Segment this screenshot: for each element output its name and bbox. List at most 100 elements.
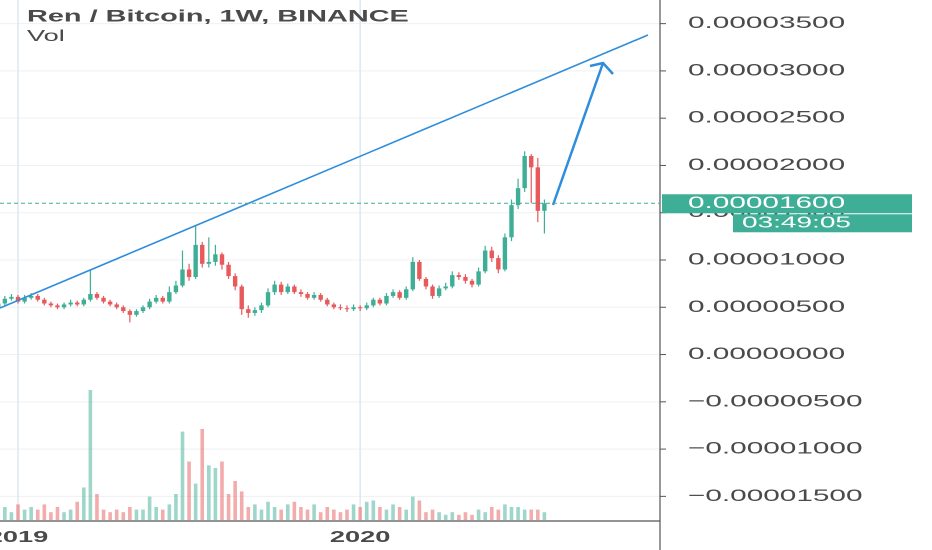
candle-body xyxy=(535,167,541,211)
volume-bar xyxy=(411,496,415,520)
volume-bar xyxy=(233,481,237,520)
candle-body xyxy=(305,294,310,298)
y-tick-label: 0.00002500 xyxy=(688,108,845,127)
volume-bar xyxy=(430,509,435,520)
candle-body xyxy=(81,299,86,305)
volume-bar xyxy=(476,509,481,520)
volume-bar xyxy=(246,507,251,520)
volume-bar xyxy=(358,507,362,520)
candle-body xyxy=(542,203,547,211)
volume-bar xyxy=(42,504,47,520)
candle-body xyxy=(252,310,258,313)
candle-body xyxy=(2,298,8,304)
candle-layer xyxy=(0,151,547,323)
candle-body xyxy=(390,292,396,296)
candle-body xyxy=(364,305,369,309)
volume-bar xyxy=(180,431,185,520)
candle-body xyxy=(68,302,73,305)
candle-body xyxy=(114,304,119,308)
volume-bar xyxy=(207,465,211,520)
volume-bar xyxy=(397,507,402,520)
candle-body xyxy=(344,308,350,310)
candle-body xyxy=(298,292,304,295)
candle-body xyxy=(311,294,317,298)
candle-body xyxy=(246,309,251,313)
volume-bar xyxy=(200,429,205,520)
volume-bar xyxy=(154,507,158,520)
candle-body xyxy=(529,156,534,168)
volume-bar xyxy=(305,509,310,520)
volume-bar xyxy=(522,509,527,520)
candle-body xyxy=(502,237,508,270)
candle-body xyxy=(469,280,475,285)
candle-body xyxy=(173,285,179,293)
volume-bar xyxy=(325,507,330,520)
candle-body xyxy=(496,258,501,270)
candle-body xyxy=(147,301,152,308)
candle-body xyxy=(515,188,521,206)
trend-line xyxy=(0,34,649,309)
candle-body xyxy=(206,261,212,264)
candle-body xyxy=(15,296,21,302)
volume-bar xyxy=(312,504,316,520)
volume-bar xyxy=(16,504,20,520)
candle-body xyxy=(259,305,264,311)
candle-body xyxy=(482,250,488,272)
volume-bar xyxy=(49,512,53,520)
volume-bar xyxy=(463,512,468,520)
y-tick-label: 0.00000500 xyxy=(688,297,845,316)
volume-bar xyxy=(285,504,290,520)
volume-bar xyxy=(536,509,540,520)
price-label: 0.00001600 xyxy=(688,193,845,212)
candle-body xyxy=(265,292,271,306)
y-tick-label: −0.00000500 xyxy=(688,392,862,411)
volume-bar xyxy=(542,512,547,520)
volume-bar xyxy=(272,507,277,520)
volume-bar xyxy=(318,512,323,520)
candle-body xyxy=(423,278,429,287)
candle-body xyxy=(42,299,47,304)
volume-bar xyxy=(509,507,514,520)
candle-body xyxy=(325,299,330,305)
price-label-box xyxy=(662,194,912,214)
volume-bar xyxy=(62,512,66,520)
candle-body xyxy=(272,284,277,293)
volume-bar xyxy=(443,514,448,520)
candle-body xyxy=(219,254,225,265)
volume-bar xyxy=(35,509,40,520)
volume-bar xyxy=(483,512,487,520)
volume-bar xyxy=(299,507,303,520)
volume-bar xyxy=(114,509,119,520)
volume-bar xyxy=(141,509,145,520)
candle-body xyxy=(186,269,192,278)
candle-body xyxy=(101,297,106,302)
candle-body xyxy=(140,307,146,312)
candle-body xyxy=(292,286,297,293)
candle-body xyxy=(456,275,462,278)
candle-body xyxy=(35,295,40,300)
volume-bar xyxy=(88,390,93,520)
y-tick-label: −0.00001500 xyxy=(688,486,862,505)
y-tick-label: 0.00003000 xyxy=(688,61,845,80)
y-axis: 0.00003500 0.00003000 0.00002500 0.00002000… xyxy=(0,13,912,505)
candle-body xyxy=(134,311,139,315)
volume-bar xyxy=(29,507,33,520)
volume-bar xyxy=(187,461,191,520)
candle-body xyxy=(489,250,494,259)
volume-bar xyxy=(351,504,356,520)
candle-body xyxy=(61,304,67,308)
volume-bar xyxy=(121,512,126,520)
candle-body xyxy=(180,269,185,286)
candle-body xyxy=(377,299,383,304)
candle-body xyxy=(404,289,409,298)
volume-bar xyxy=(503,504,507,520)
volume-bar xyxy=(160,509,165,520)
x-axis: 2019 2020 xyxy=(0,528,390,546)
volume-bar xyxy=(516,507,520,520)
candle-body xyxy=(410,261,415,290)
volume-layer xyxy=(0,390,547,520)
volume-bar xyxy=(470,514,474,520)
volume-bar xyxy=(226,494,231,520)
volume-bar xyxy=(378,507,382,520)
volume-bar xyxy=(457,514,461,520)
